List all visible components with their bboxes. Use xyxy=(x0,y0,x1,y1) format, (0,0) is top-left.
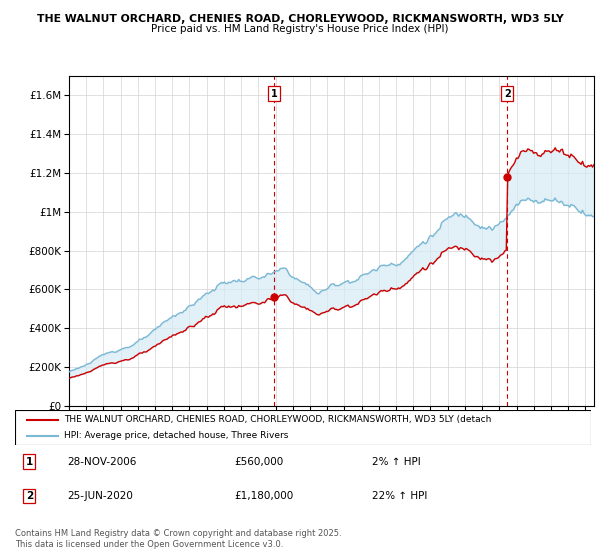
Text: 2: 2 xyxy=(504,89,511,99)
Text: 2: 2 xyxy=(26,491,33,501)
Text: Contains HM Land Registry data © Crown copyright and database right 2025.
This d: Contains HM Land Registry data © Crown c… xyxy=(15,529,341,549)
Text: 1: 1 xyxy=(26,456,33,466)
Text: 2% ↑ HPI: 2% ↑ HPI xyxy=(372,456,421,466)
Text: £1,180,000: £1,180,000 xyxy=(234,491,293,501)
Text: 1: 1 xyxy=(271,89,277,99)
Text: Price paid vs. HM Land Registry's House Price Index (HPI): Price paid vs. HM Land Registry's House … xyxy=(151,24,449,34)
Text: £560,000: £560,000 xyxy=(234,456,283,466)
Text: THE WALNUT ORCHARD, CHENIES ROAD, CHORLEYWOOD, RICKMANSWORTH, WD3 5LY (detach: THE WALNUT ORCHARD, CHENIES ROAD, CHORLE… xyxy=(64,416,491,424)
Text: THE WALNUT ORCHARD, CHENIES ROAD, CHORLEYWOOD, RICKMANSWORTH, WD3 5LY: THE WALNUT ORCHARD, CHENIES ROAD, CHORLE… xyxy=(37,14,563,24)
Text: HPI: Average price, detached house, Three Rivers: HPI: Average price, detached house, Thre… xyxy=(64,431,289,440)
Text: 22% ↑ HPI: 22% ↑ HPI xyxy=(372,491,427,501)
Text: 28-NOV-2006: 28-NOV-2006 xyxy=(67,456,136,466)
Text: 25-JUN-2020: 25-JUN-2020 xyxy=(67,491,133,501)
